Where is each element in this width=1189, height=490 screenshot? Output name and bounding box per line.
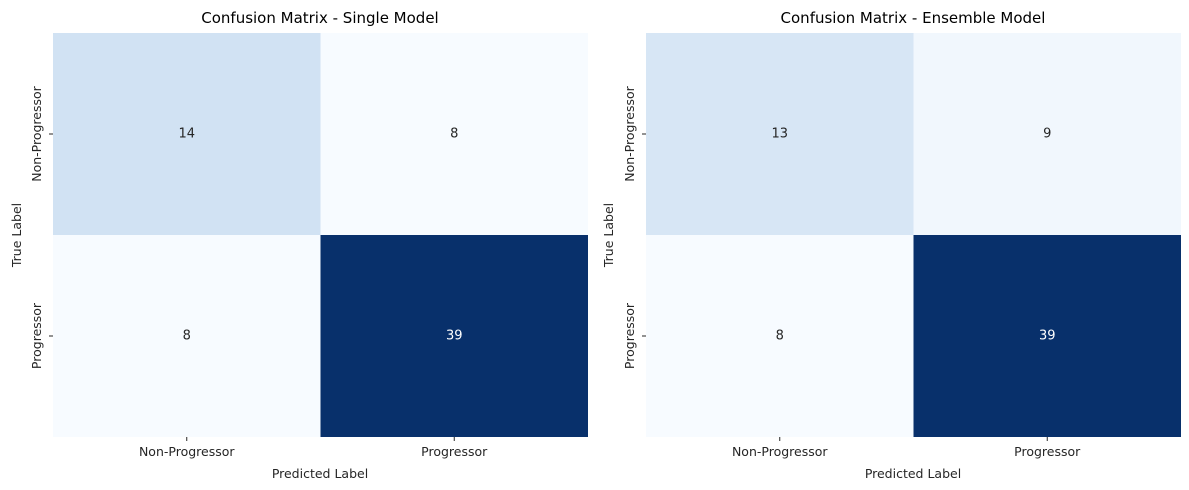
cell-value-label: 14 <box>178 127 195 142</box>
cell-value-label: 8 <box>183 329 191 344</box>
y-axis-label: True Label <box>601 203 616 268</box>
y-tick-label: Non-Progressor <box>29 85 44 181</box>
x-tick-label: Non-Progressor <box>732 444 828 459</box>
cell-value-label: 8 <box>776 329 784 344</box>
cell-value-label: 8 <box>450 127 458 142</box>
cell-value-label: 9 <box>1043 127 1051 142</box>
x-axis-ticks: Non-Progressor Progressor <box>732 437 1081 459</box>
cell-value-label: 13 <box>771 127 788 142</box>
heatmap-cell <box>646 33 914 235</box>
y-axis-ticks: Non-Progressor Progressor <box>622 85 646 369</box>
chart-title: Confusion Matrix - Single Model <box>201 9 438 27</box>
x-axis-label: Predicted Label <box>865 466 961 481</box>
x-tick-label: Non-Progressor <box>139 444 235 459</box>
chart-single-model: Confusion Matrix - Single Model 14 8 8 39 N… <box>9 9 588 481</box>
y-tick-label: Non-Progressor <box>622 85 637 181</box>
chart-title: Confusion Matrix - Ensemble Model <box>781 9 1046 27</box>
y-axis-label: True Label <box>9 203 24 268</box>
heatmap-ensemble-model: Confusion Matrix - Ensemble Model 13 9 8 39… <box>601 9 1181 481</box>
heatmap-cell <box>913 235 1181 437</box>
x-tick-label: Progressor <box>421 444 488 459</box>
cell-value-label: 39 <box>1039 329 1056 344</box>
y-tick-label: Progressor <box>622 302 637 369</box>
heatmap-cell <box>53 33 321 235</box>
chart-ensemble-model: Confusion Matrix - Ensemble Model 13 9 8 39… <box>592 0 1189 490</box>
heatmap-cell <box>913 33 1181 235</box>
heatmap-cells: 14 8 8 39 <box>53 33 588 437</box>
heatmap-cell <box>320 33 588 235</box>
heatmap-single-model: Confusion Matrix - Single Model 14 8 8 39 N… <box>9 9 588 481</box>
cell-value-label: 39 <box>446 329 463 344</box>
heatmap-cell <box>646 235 914 437</box>
x-tick-label: Progressor <box>1014 444 1081 459</box>
y-axis-ticks: Non-Progressor Progressor <box>29 85 53 369</box>
y-tick-label: Progressor <box>29 302 44 369</box>
x-axis-label: Predicted Label <box>272 466 368 481</box>
x-axis-ticks: Non-Progressor Progressor <box>139 437 488 459</box>
heatmap-cells: 13 9 8 39 <box>646 33 1181 437</box>
heatmap-cell <box>53 235 321 437</box>
heatmap-cell <box>320 235 588 437</box>
